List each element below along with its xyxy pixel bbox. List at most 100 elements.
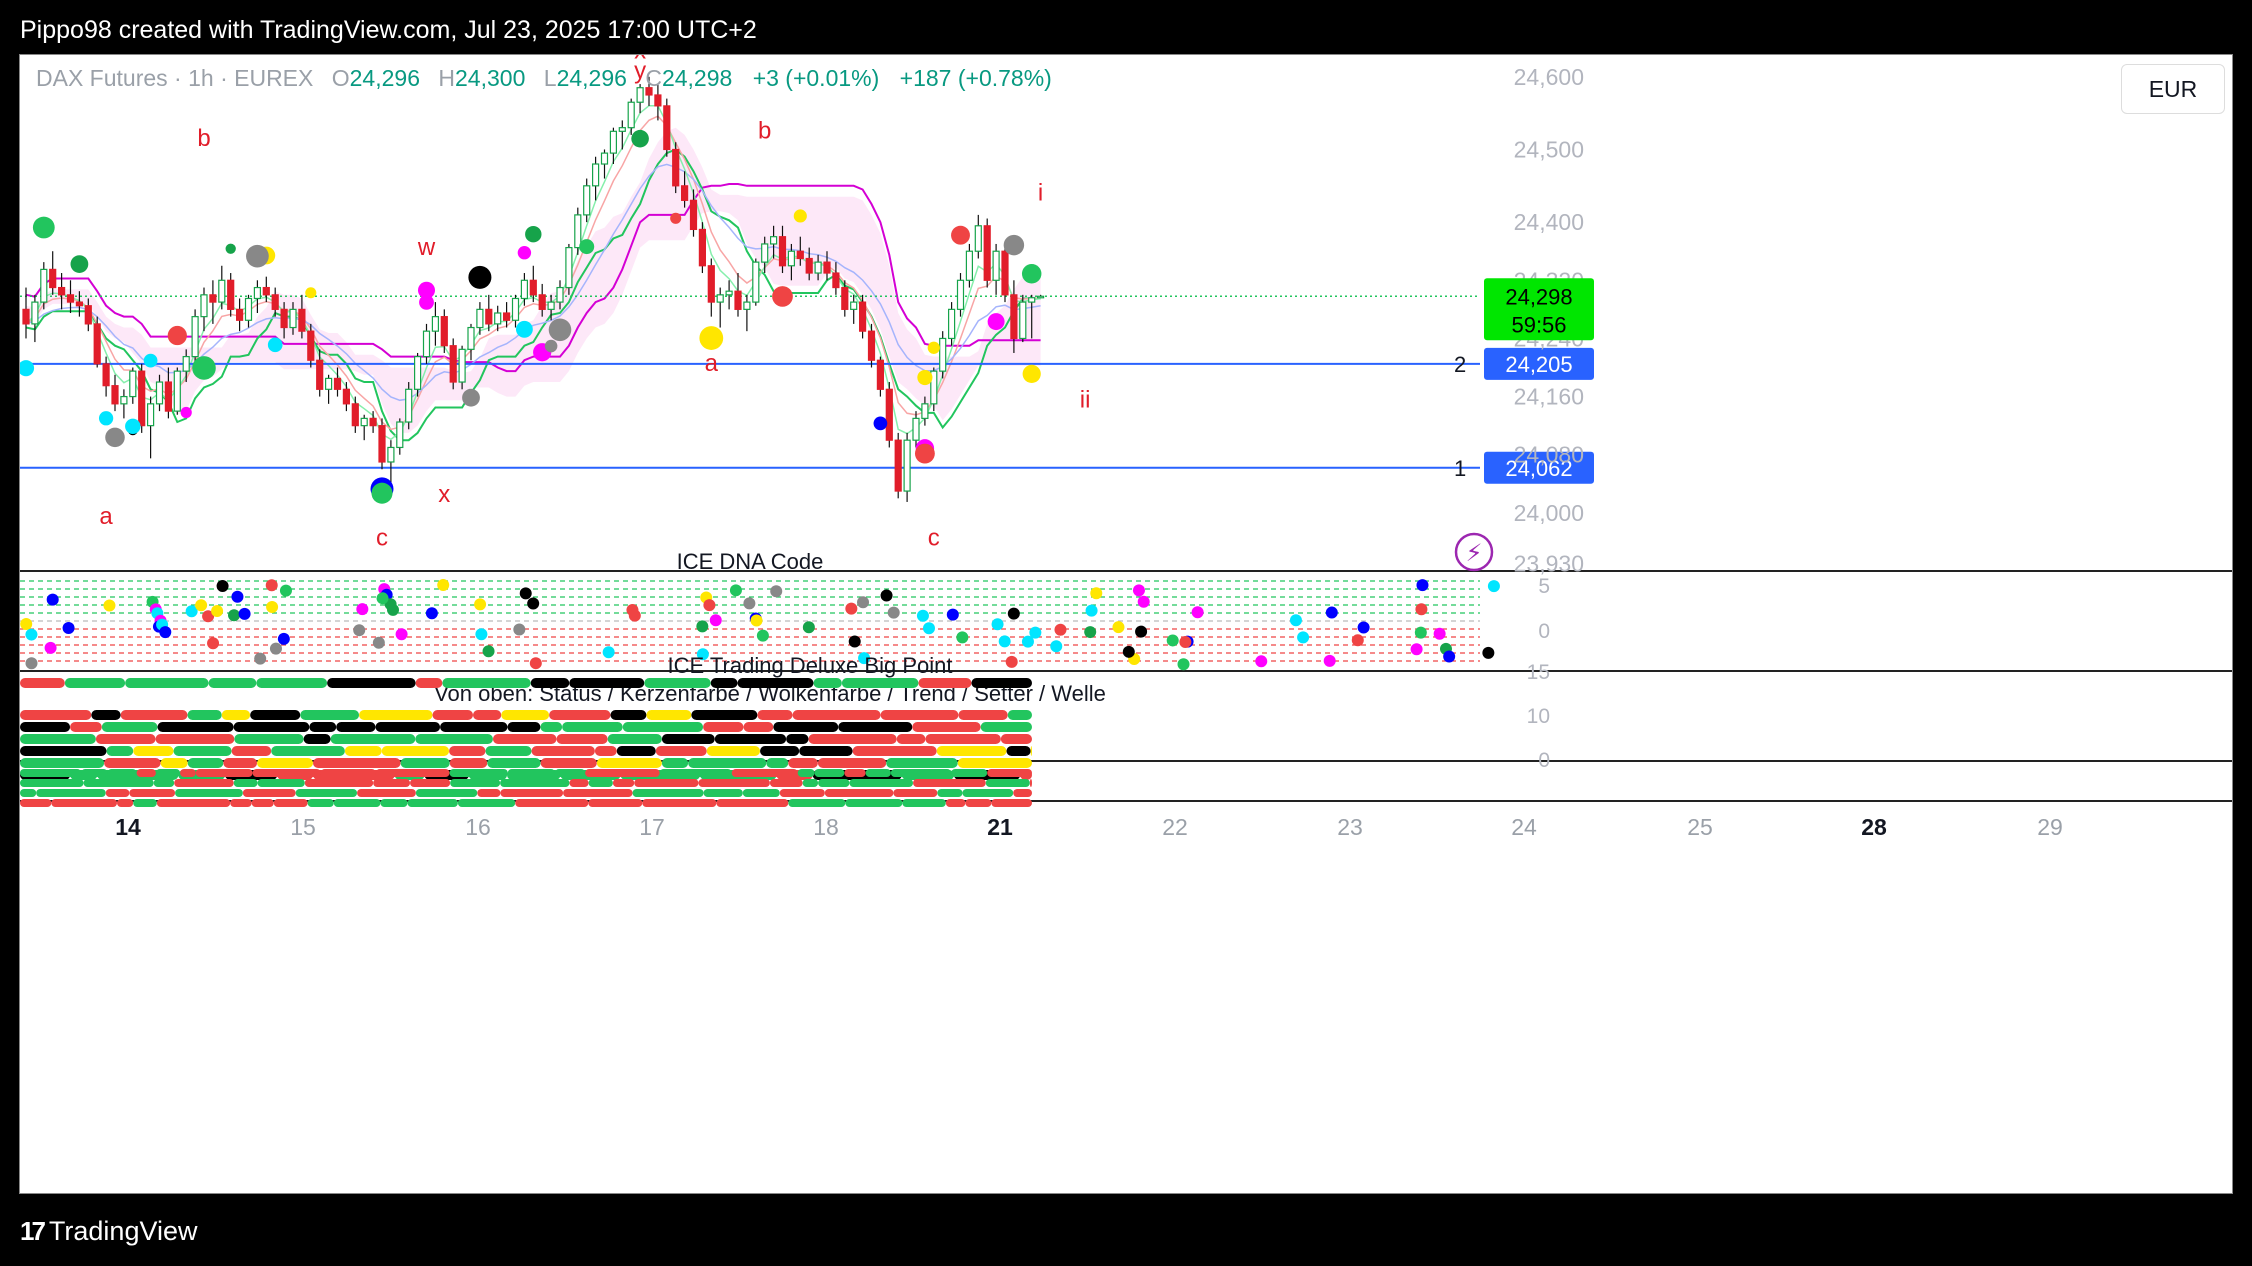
welle-segment <box>824 789 894 797</box>
signal-dot <box>462 388 480 407</box>
dna-tick: 0 <box>1538 620 1550 643</box>
welle-segment <box>81 769 108 777</box>
signal-dot <box>515 320 533 338</box>
bigpoint-segment <box>841 678 919 688</box>
welle-segment <box>554 769 586 777</box>
bigpoint-segment <box>70 722 102 732</box>
signal-dot <box>167 325 187 346</box>
welle-segment <box>913 779 986 787</box>
dna-dot <box>25 628 38 641</box>
bigpoint-segment <box>792 710 881 720</box>
welle-segment <box>20 769 82 777</box>
bigpoint-segment <box>375 722 441 732</box>
dna-dot <box>857 596 870 609</box>
bigpoint-segment <box>616 746 656 756</box>
bigpoint-segment <box>432 710 473 720</box>
bigpoint-segment <box>661 758 689 768</box>
candle-body <box>191 316 199 358</box>
bigpoint-segment <box>743 722 774 732</box>
dna-dot <box>1135 625 1148 638</box>
main-pane: 21bawxcxybaciii⚡ <box>20 55 2232 802</box>
open-value: 24,296 <box>350 65 420 91</box>
wave-label: b <box>197 125 210 152</box>
dna-dot <box>750 614 763 627</box>
welle-segment <box>136 769 156 777</box>
welle-segment <box>415 789 478 797</box>
welle-segment <box>36 789 106 797</box>
bigpoint-segment <box>381 746 450 756</box>
dna-dot <box>103 599 116 612</box>
dna-dot <box>743 597 756 610</box>
bigpoint-segment <box>1006 746 1031 756</box>
candle-body <box>351 403 359 427</box>
x-tick: 18 <box>813 814 839 840</box>
welle-segment <box>380 799 408 807</box>
bigpoint-segment <box>971 678 1032 688</box>
x-tick: 29 <box>2037 814 2063 840</box>
dna-dot <box>1085 604 1098 617</box>
candle-body <box>574 214 582 249</box>
candle-body <box>600 152 609 165</box>
bigpoint-segment <box>691 710 758 720</box>
dna-dot <box>62 621 75 634</box>
x-tick: 16 <box>465 814 491 840</box>
welle-segment <box>742 789 780 797</box>
x-tick: 28 <box>1861 814 1887 840</box>
bigpoint-segment <box>918 678 972 688</box>
welle-segment <box>893 789 938 797</box>
bigpoint-segment <box>300 710 360 720</box>
currency-button[interactable]: EUR <box>2121 64 2225 114</box>
x-tick: 14 <box>115 814 141 840</box>
candle-body <box>547 301 555 310</box>
signal-dot <box>699 326 724 350</box>
candle-body <box>894 439 902 492</box>
dna-dot <box>1112 621 1125 634</box>
candle-body <box>556 286 564 303</box>
bigpoint-segment <box>449 758 488 768</box>
candle-body <box>298 308 306 332</box>
welle-segment <box>779 789 825 797</box>
wave-label: y <box>634 57 646 84</box>
welle-segment <box>987 769 1032 777</box>
candle-body <box>983 225 991 281</box>
bigpoint-segment <box>549 710 611 720</box>
dna-dot <box>266 601 279 614</box>
dna-dot <box>269 642 282 655</box>
bigpoint-segment <box>344 746 382 756</box>
bigpoint-segment <box>610 710 647 720</box>
welle-segment <box>659 769 732 777</box>
wave-label: a <box>705 350 719 377</box>
welle-segment <box>20 779 84 787</box>
bigpoint-segment <box>173 746 232 756</box>
bigpoint-segment <box>104 758 161 768</box>
signal-dot <box>98 411 114 426</box>
dna-dot <box>1122 645 1135 658</box>
bigpoint-segment <box>309 722 337 732</box>
bigpoint-segment <box>415 678 443 688</box>
open-label: O <box>332 65 350 91</box>
candle-body <box>1010 294 1018 340</box>
candle-body <box>405 388 413 423</box>
candle-body <box>485 308 493 325</box>
dna-dot <box>46 593 59 606</box>
dna-dot <box>353 624 366 637</box>
tradingview-logo[interactable]: 17 TradingView <box>20 1216 198 1247</box>
bigpoint-segment <box>231 746 272 756</box>
signal-dot <box>246 244 269 268</box>
welle-segment <box>585 769 660 777</box>
bigpoint-segment <box>594 746 617 756</box>
signal-dot <box>525 225 542 243</box>
welle-segment <box>457 799 516 807</box>
candle-body <box>360 417 368 427</box>
signal-dot <box>544 339 558 353</box>
dna-dot <box>513 623 526 636</box>
welle-segment <box>1013 789 1032 797</box>
signal-dot <box>417 281 436 299</box>
bigpoint-segment <box>221 710 251 720</box>
bigpoint-segment <box>556 734 608 744</box>
welle-segment <box>477 789 501 797</box>
signal-dot <box>914 443 935 464</box>
candle-body <box>921 403 929 419</box>
